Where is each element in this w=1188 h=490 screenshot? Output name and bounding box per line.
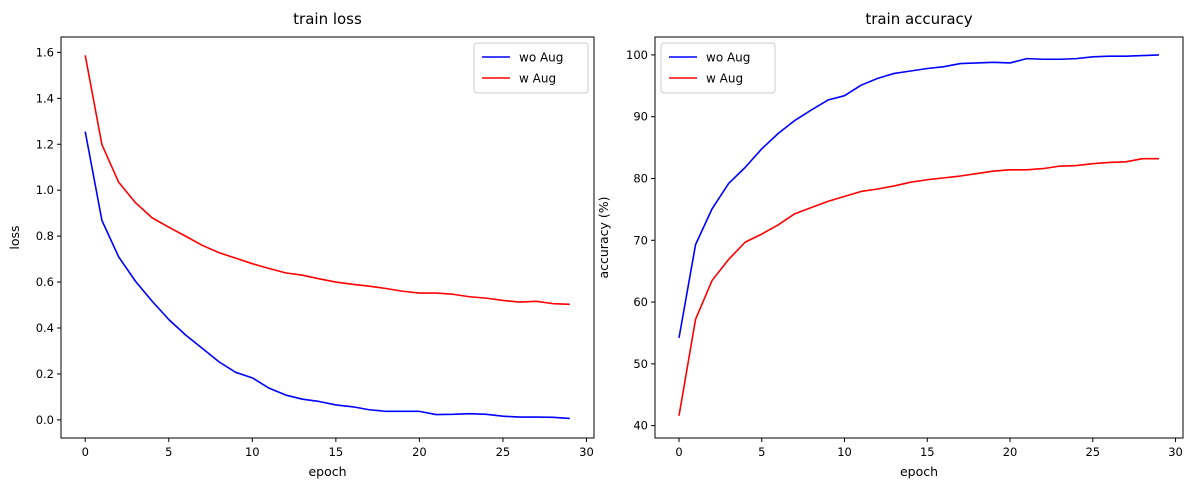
x-tick-label: 5 bbox=[165, 445, 172, 459]
x-tick-label: 15 bbox=[329, 445, 344, 459]
subplot-1: train loss 0 5 10 15 20 25 30 0.0 0.2 0.4 0.6 0.8 1.0… bbox=[7, 10, 595, 479]
y-tick-label: 0.2 bbox=[36, 367, 54, 381]
y-axis-label: accuracy (%) bbox=[596, 196, 611, 278]
x-tick-label: 20 bbox=[412, 445, 427, 459]
y-tick-label: 1.0 bbox=[36, 183, 54, 197]
x-tick-label: 15 bbox=[920, 445, 935, 459]
y-tick-label: 0.8 bbox=[36, 229, 54, 243]
legend: wo Aug w Aug bbox=[473, 42, 589, 94]
y-tick-label: 80 bbox=[633, 171, 648, 185]
y-tick-label: 70 bbox=[633, 233, 648, 247]
y-tick-label: 100 bbox=[626, 48, 648, 62]
y-tick-label: 50 bbox=[633, 357, 648, 371]
x-tick-label: 30 bbox=[1168, 445, 1183, 459]
legend-label: w Aug bbox=[519, 72, 556, 86]
y-tick-label: 1.4 bbox=[36, 91, 54, 105]
series-line-wo-aug bbox=[84, 131, 570, 420]
x-axis-label: epoch bbox=[308, 464, 346, 479]
x-tick-label: 0 bbox=[675, 445, 682, 459]
y-tick-label: 1.6 bbox=[36, 45, 54, 59]
legend-box bbox=[473, 42, 589, 94]
y-tick-label: 90 bbox=[633, 110, 648, 124]
x-tick-label: 25 bbox=[1085, 445, 1100, 459]
y-tick-label: 0.4 bbox=[36, 321, 54, 335]
series-line-w-aug bbox=[84, 55, 570, 306]
x-tick-label: 10 bbox=[837, 445, 852, 459]
legend-label: w Aug bbox=[706, 72, 743, 86]
x-tick-label: 5 bbox=[758, 445, 765, 459]
y-tick-label: 1.2 bbox=[36, 137, 54, 151]
y-tick-label: 60 bbox=[633, 295, 648, 309]
axes-frame bbox=[60, 36, 595, 439]
legend: wo Aug w Aug bbox=[660, 42, 776, 94]
x-axis-label: epoch bbox=[900, 464, 938, 479]
legend-label: wo Aug bbox=[706, 51, 750, 65]
x-tick-label: 20 bbox=[1003, 445, 1018, 459]
legend-label: wo Aug bbox=[519, 51, 563, 65]
chart-title: train loss bbox=[293, 10, 362, 28]
x-tick-label: 30 bbox=[579, 445, 594, 459]
y-tick-label: 40 bbox=[633, 419, 648, 433]
subplot-2: train accuracy 0 5 10 15 20 25 30 40 50 60 70 80 90 10… bbox=[596, 10, 1184, 479]
series-line-wo-aug bbox=[678, 54, 1160, 339]
series-line-w-aug bbox=[678, 157, 1159, 416]
x-tick-label: 0 bbox=[82, 445, 89, 459]
y-axis-label: loss bbox=[7, 225, 22, 249]
y-tick-label: 0.0 bbox=[36, 413, 54, 427]
axes-frame bbox=[654, 36, 1184, 439]
y-tick-label: 0.6 bbox=[36, 275, 54, 289]
legend-box bbox=[660, 42, 776, 94]
x-tick-label: 10 bbox=[245, 445, 260, 459]
chart-title: train accuracy bbox=[865, 10, 972, 28]
x-tick-label: 25 bbox=[496, 445, 511, 459]
